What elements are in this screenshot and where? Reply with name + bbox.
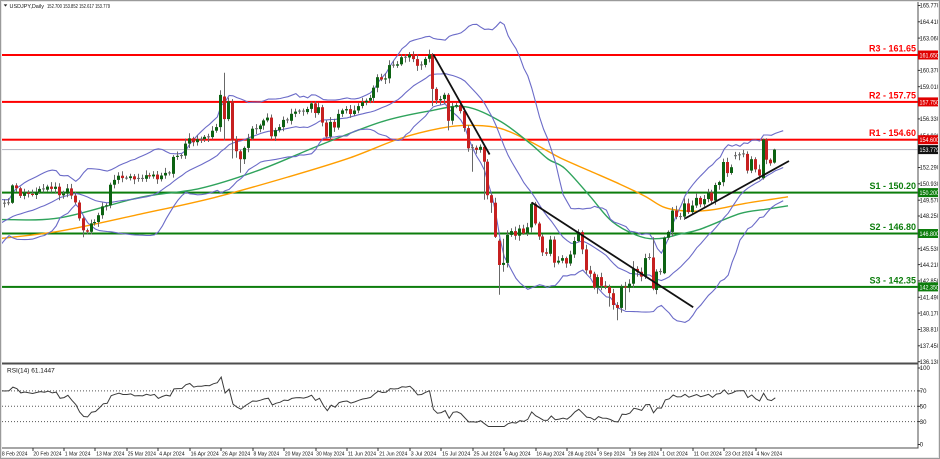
svg-text:150.930: 150.930 bbox=[920, 182, 940, 188]
svg-text:157.750: 157.750 bbox=[920, 99, 940, 106]
svg-text:152.700 153.852 152.617 153.77: 152.700 153.852 152.617 153.779 bbox=[47, 4, 110, 10]
svg-text:100: 100 bbox=[920, 366, 931, 372]
svg-text:141.490: 141.490 bbox=[920, 296, 940, 302]
svg-text:21 Jun 2024: 21 Jun 2024 bbox=[379, 451, 407, 457]
svg-text:30: 30 bbox=[920, 420, 927, 426]
svg-text:136.130: 136.130 bbox=[920, 360, 940, 366]
svg-text:28 Aug 2024: 28 Aug 2024 bbox=[568, 451, 596, 457]
svg-text:RSI(14) 61.1447: RSI(14) 61.1447 bbox=[7, 368, 55, 375]
svg-text:161.650: 161.650 bbox=[920, 52, 940, 59]
svg-text:152.290: 152.290 bbox=[920, 166, 940, 172]
svg-text:4 Nov 2024: 4 Nov 2024 bbox=[757, 451, 783, 457]
svg-text:25 Mar 2024: 25 Mar 2024 bbox=[128, 451, 156, 457]
svg-text:8 Feb 2024: 8 Feb 2024 bbox=[2, 451, 28, 457]
svg-text:R2 - 157.75: R2 - 157.75 bbox=[869, 90, 916, 100]
svg-text:USDJPY,Daily: USDJPY,Daily bbox=[10, 4, 45, 10]
svg-text:30 May 2024: 30 May 2024 bbox=[316, 451, 344, 457]
svg-text:142.850: 142.850 bbox=[920, 279, 940, 285]
svg-text:R3 - 161.65: R3 - 161.65 bbox=[869, 44, 916, 54]
svg-text:156.330: 156.330 bbox=[920, 117, 940, 123]
svg-text:148.250: 148.250 bbox=[920, 214, 940, 220]
svg-text:13 Mar 2024: 13 Mar 2024 bbox=[96, 451, 124, 457]
svg-text:150.200: 150.200 bbox=[920, 190, 940, 197]
svg-text:19 Sep 2024: 19 Sep 2024 bbox=[631, 451, 659, 457]
svg-text:20 May 2024: 20 May 2024 bbox=[285, 451, 313, 457]
svg-text:16 Aug 2024: 16 Aug 2024 bbox=[536, 451, 564, 457]
svg-text:165.770: 165.770 bbox=[920, 4, 940, 10]
svg-text:26 Apr 2024: 26 Apr 2024 bbox=[222, 451, 250, 457]
svg-text:149.570: 149.570 bbox=[920, 198, 940, 204]
svg-text:9 Sep 2024: 9 Sep 2024 bbox=[599, 451, 625, 457]
svg-text:1 Oct 2024: 1 Oct 2024 bbox=[662, 451, 688, 457]
svg-text:145.530: 145.530 bbox=[920, 247, 940, 253]
svg-text:8 May 2024: 8 May 2024 bbox=[254, 451, 280, 457]
svg-text:11 Oct 2024: 11 Oct 2024 bbox=[694, 451, 722, 457]
svg-text:23 Oct 2024: 23 Oct 2024 bbox=[725, 451, 753, 457]
svg-text:140.170: 140.170 bbox=[920, 311, 940, 317]
svg-text:138.810: 138.810 bbox=[920, 328, 940, 334]
svg-text:11 Jun 2024: 11 Jun 2024 bbox=[348, 451, 376, 457]
svg-text:15 Jul 2024: 15 Jul 2024 bbox=[442, 451, 470, 457]
svg-text:50: 50 bbox=[920, 404, 927, 410]
svg-text:3 Jul 2024: 3 Jul 2024 bbox=[411, 451, 437, 457]
svg-text:R1 - 154.60: R1 - 154.60 bbox=[869, 128, 916, 138]
svg-text:163.060: 163.060 bbox=[920, 36, 940, 42]
svg-text:142.350: 142.350 bbox=[920, 284, 940, 291]
svg-text:154.600: 154.600 bbox=[920, 137, 940, 144]
svg-text:0: 0 bbox=[920, 443, 924, 449]
svg-text:146.800: 146.800 bbox=[920, 231, 940, 238]
svg-text:159.010: 159.010 bbox=[920, 85, 940, 91]
svg-text:160.370: 160.370 bbox=[920, 69, 940, 75]
svg-text:6 Aug 2024: 6 Aug 2024 bbox=[505, 451, 531, 457]
svg-text:S1 - 150.20: S1 - 150.20 bbox=[869, 181, 916, 191]
svg-text:153.779: 153.779 bbox=[920, 147, 940, 154]
svg-text:137.450: 137.450 bbox=[920, 344, 940, 350]
svg-text:1 Mar 2024: 1 Mar 2024 bbox=[65, 451, 91, 457]
svg-text:4 Apr 2024: 4 Apr 2024 bbox=[159, 451, 185, 457]
svg-text:70: 70 bbox=[920, 389, 927, 395]
svg-text:20 Feb 2024: 20 Feb 2024 bbox=[33, 451, 61, 457]
svg-text:S2 - 146.80: S2 - 146.80 bbox=[869, 222, 916, 232]
svg-text:16 Apr 2024: 16 Apr 2024 bbox=[191, 451, 219, 457]
svg-text:144.210: 144.210 bbox=[920, 263, 940, 269]
svg-text:S3 - 142.35: S3 - 142.35 bbox=[869, 275, 916, 285]
svg-text:164.410: 164.410 bbox=[920, 20, 940, 26]
svg-text:25 Jul 2024: 25 Jul 2024 bbox=[474, 451, 502, 457]
